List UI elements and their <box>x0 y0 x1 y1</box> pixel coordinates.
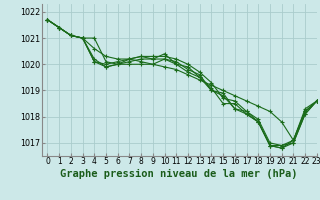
X-axis label: Graphe pression niveau de la mer (hPa): Graphe pression niveau de la mer (hPa) <box>60 169 298 179</box>
